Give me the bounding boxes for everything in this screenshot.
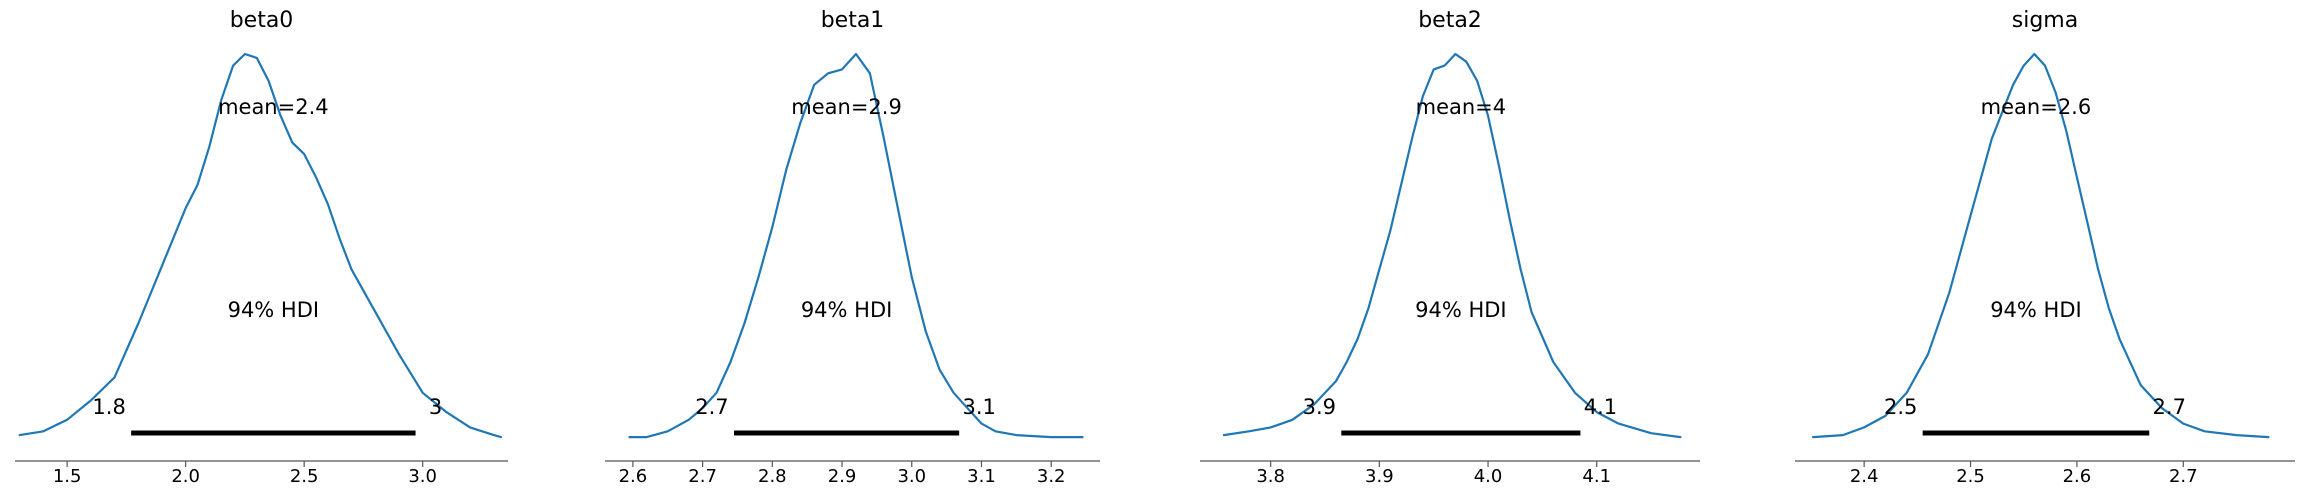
hdi-label: 94% HDI [801,298,893,322]
mean-label: mean=4 [1416,95,1507,119]
mean-label: mean=2.6 [1981,95,2092,119]
x-tick-label: 2.5 [1956,466,1985,487]
hdi-low-label: 3.9 [1303,395,1336,419]
x-tick-label: 2.6 [2063,466,2092,487]
hdi-label: 94% HDI [1990,298,2082,322]
x-tick-label: 3.1 [967,466,996,487]
panel-beta2: 3.8 3.9 4.0 4.1 beta2 mean=4 94% HDI 3.9 4.1 [1200,8,1700,487]
x-tick-label: 2.4 [1850,466,1879,487]
x-tick-label: 2.8 [758,466,787,487]
x-tick-label: 2.0 [171,466,200,487]
hdi-high-label: 3.1 [962,395,995,419]
x-tick-label: 4.0 [1474,466,1503,487]
panel-sigma: 2.4 2.5 2.6 2.7 sigma mean=2.6 94% HDI 2.5 2.7 [1795,8,2295,487]
x-tick-label: 2.5 [290,466,319,487]
chart-title: sigma [2012,8,2078,33]
x-tick-label: 4.1 [1582,466,1611,487]
kde-line [628,52,1084,439]
hdi-label: 94% HDI [1415,298,1507,322]
mean-label: mean=2.4 [218,95,329,119]
hdi-low-label: 2.5 [1884,395,1917,419]
x-tick-label: 2.9 [828,466,857,487]
kde-line [1812,52,2270,439]
x-tick-label: 3.2 [1037,466,1066,487]
hdi-high-label: 3 [429,395,442,419]
hdi-low-label: 1.8 [92,395,125,419]
x-tick-label: 2.7 [688,466,717,487]
x-tick-label: 3.9 [1365,466,1394,487]
hdi-label: 94% HDI [228,298,320,322]
panel-beta1: 2.6 2.7 2.8 2.9 3.0 3.1 3.2 beta1 mean=2.9 94% HD… [605,8,1100,487]
kde-line [18,52,502,439]
chart-title: beta2 [1418,8,1482,33]
kde-line [1222,52,1682,439]
x-tick-label: 3.0 [897,466,926,487]
x-tick-label: 1.5 [53,466,82,487]
chart-title: beta1 [821,8,885,33]
x-tick-label: 3.8 [1256,466,1285,487]
x-tick-label: 3.0 [408,466,437,487]
hdi-high-label: 4.1 [1584,395,1617,419]
hdi-high-label: 2.7 [2153,395,2186,419]
mean-label: mean=2.9 [791,95,902,119]
x-tick-label: 2.6 [619,466,648,487]
chart-title: beta0 [230,8,294,33]
hdi-low-label: 2.7 [695,395,728,419]
x-tick-label: 2.7 [2169,466,2198,487]
panel-beta0: 1.5 2.0 2.5 3.0 beta0 mean=2.4 94% HDI 1.8 3 [15,8,508,487]
